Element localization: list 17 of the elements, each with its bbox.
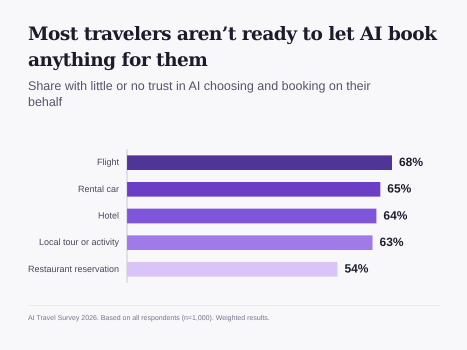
- chart-title: Most travelers aren’t ready to let AI book anything for them: [28, 23, 438, 73]
- bar: [127, 155, 392, 170]
- y-tick-label: Rental car: [78, 184, 120, 194]
- data-label: 63%: [380, 234, 404, 249]
- y-tick-label: Flight: [97, 157, 120, 168]
- y-tick-label: Local tour or activity: [39, 237, 120, 248]
- bar: [127, 235, 373, 250]
- data-label: 65%: [387, 182, 412, 196]
- chart-subtitle: Share with little or no trust in AI choosing and booking on their behalf: [28, 78, 372, 110]
- data-label: 68%: [399, 155, 424, 170]
- data-label: 54%: [344, 262, 369, 276]
- bar: [127, 182, 380, 197]
- bar: [127, 208, 376, 224]
- y-tick-label: Restaurant reservation: [28, 264, 120, 274]
- bar: [127, 262, 338, 277]
- y-tick-label: Hotel: [98, 210, 120, 220]
- data-label: 64%: [383, 208, 408, 222]
